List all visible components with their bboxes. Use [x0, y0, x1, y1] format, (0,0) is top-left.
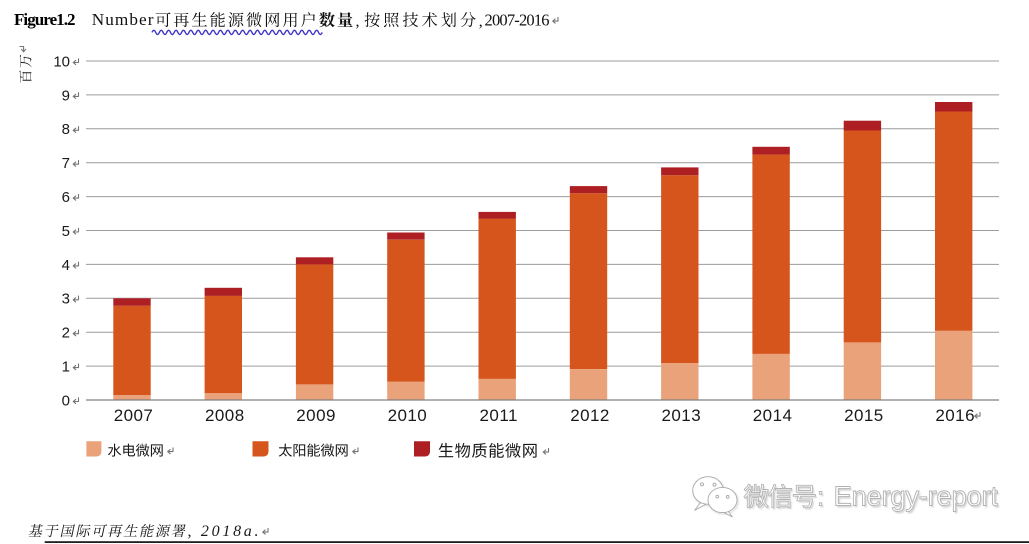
svg-text:8: 8	[62, 121, 70, 138]
svg-text::: :	[819, 486, 826, 514]
svg-text:10: 10	[53, 53, 70, 70]
svg-text:2008: 2008	[205, 406, 245, 425]
svg-text:6: 6	[62, 189, 70, 206]
svg-text:2011: 2011	[480, 406, 518, 425]
svg-text:Number: Number	[92, 10, 154, 29]
svg-text:2015: 2015	[844, 406, 884, 425]
svg-text:4: 4	[62, 257, 70, 274]
svg-text::: :	[817, 484, 824, 512]
svg-text:,: ,	[356, 13, 360, 30]
svg-text:2016: 2016	[935, 406, 975, 425]
svg-text:Energy-report: Energy-report	[834, 481, 999, 512]
svg-text:3: 3	[62, 291, 70, 308]
svg-text:Energy-report: Energy-report	[835, 483, 1000, 514]
svg-text:2012: 2012	[570, 406, 610, 425]
svg-text:2: 2	[62, 325, 70, 342]
svg-text:9: 9	[62, 87, 70, 104]
svg-text:,: ,	[479, 13, 483, 30]
svg-text:2014: 2014	[753, 406, 793, 425]
svg-text:2009: 2009	[296, 406, 336, 425]
svg-text:7: 7	[62, 155, 70, 172]
svg-text:2010: 2010	[388, 406, 428, 425]
svg-text:, 2018a.: , 2018a.	[188, 523, 259, 540]
svg-text:1: 1	[62, 359, 70, 376]
svg-text:5: 5	[62, 223, 70, 240]
svg-text:0: 0	[62, 392, 70, 409]
svg-text:2013: 2013	[661, 406, 701, 425]
svg-text:2007-2016: 2007-2016	[485, 10, 550, 29]
svg-text:Figure1.2: Figure1.2	[14, 10, 76, 29]
svg-text:2007: 2007	[114, 406, 154, 425]
